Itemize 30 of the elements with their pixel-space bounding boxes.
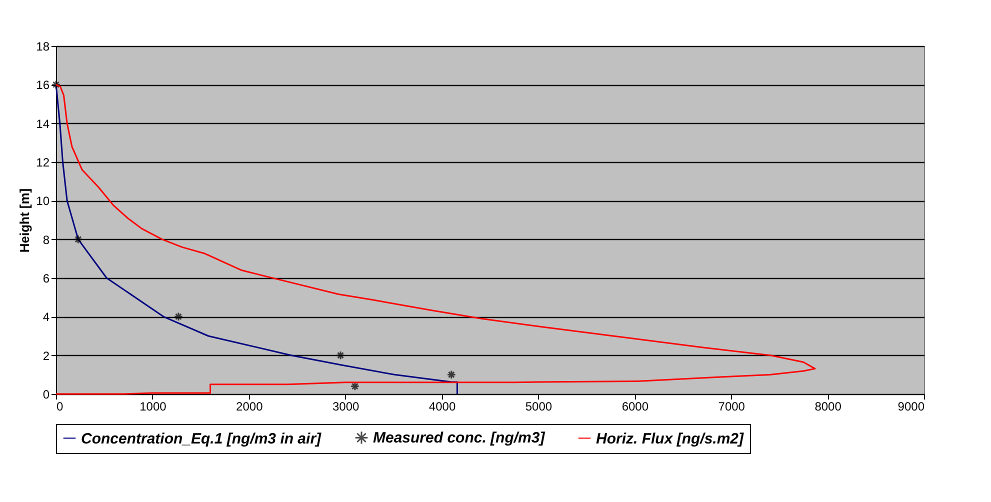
y-tick-label: 12 [36, 156, 50, 170]
y-tick-label: 2 [42, 348, 50, 363]
y-tick-label: 0 [42, 388, 50, 402]
x-tick-label: 0 [56, 400, 64, 414]
y-tick-label: 16 [36, 78, 50, 92]
y-tick-label: 6 [42, 272, 50, 286]
x-tick-label: 6000 [622, 400, 649, 414]
point [336, 350, 346, 360]
point [174, 312, 184, 322]
point [350, 382, 360, 391]
x-tick-label: 5000 [525, 400, 552, 414]
x-tick-label: 3000 [332, 400, 360, 414]
y-tick-label: 14 [36, 116, 50, 131]
y-tick-label: 18 [36, 40, 50, 54]
point [446, 370, 456, 380]
point [74, 234, 83, 244]
y-tick-label: 10 [36, 194, 50, 208]
x-tick-label: 8000 [814, 400, 842, 414]
y-tick-label: 8 [42, 232, 50, 247]
line-series [55, 84, 816, 395]
legend-label: Horiz. Flux [ng/s.m2] [596, 430, 745, 448]
x-tick-label: 4000 [428, 400, 456, 414]
x-tick-label: 7000 [718, 400, 746, 414]
y-tick-label: 4 [42, 310, 50, 324]
legend-label: Measured conc. [ng/m3] [373, 430, 546, 447]
x-tick-label: 1000 [140, 400, 167, 414]
y-axis-title: Height [m] [17, 188, 32, 253]
x-tick-label: 9000 [898, 400, 925, 414]
x-tick-label: 2000 [236, 400, 264, 414]
legend-label: Concentration_Eq.1 [ng/m3 in air] [81, 430, 322, 448]
